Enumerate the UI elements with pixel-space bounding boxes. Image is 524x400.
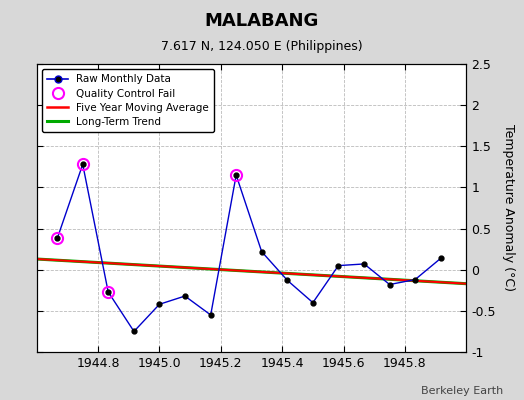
Text: Berkeley Earth: Berkeley Earth: [421, 386, 503, 396]
Legend: Raw Monthly Data, Quality Control Fail, Five Year Moving Average, Long-Term Tren: Raw Monthly Data, Quality Control Fail, …: [42, 69, 214, 132]
Y-axis label: Temperature Anomaly (°C): Temperature Anomaly (°C): [502, 124, 515, 292]
Text: MALABANG: MALABANG: [205, 12, 319, 30]
Text: 7.617 N, 124.050 E (Philippines): 7.617 N, 124.050 E (Philippines): [161, 40, 363, 53]
